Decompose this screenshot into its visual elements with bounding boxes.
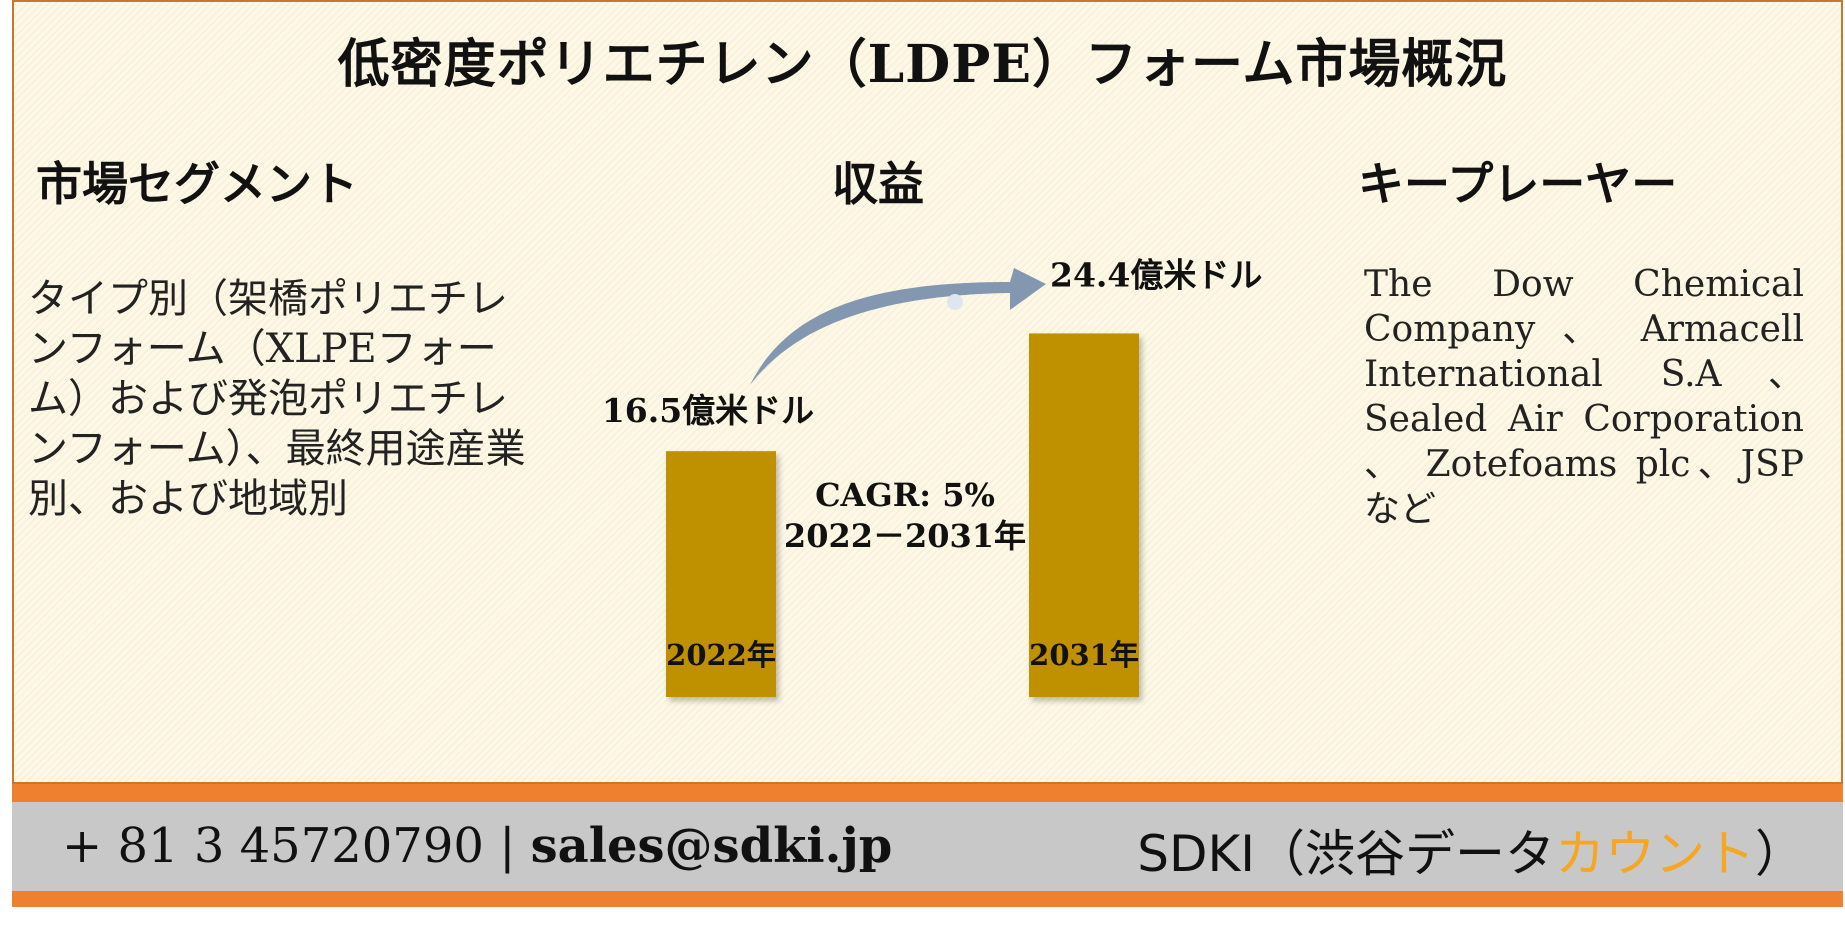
bar-1 [1029,333,1139,697]
overview-panel [12,0,1843,784]
value-label-1: 24.4億米ドル [1050,255,1262,294]
footer-band-top [12,784,1843,802]
growth-arrow [750,268,1046,385]
company-name-suffix: ） [1755,825,1805,883]
company-name-accent: カウント [1555,825,1755,883]
revenue-heading: 収益 [832,157,924,211]
players-heading: キープレーヤー [1358,157,1678,211]
footer-band-bottom [12,891,1843,907]
cagr-annotation-1: 2022－2031年 [784,517,1026,555]
bar-category-label-1: 2031年 [1029,638,1139,672]
arrow-highlight-dot [947,294,963,310]
cagr-annotation-0: CAGR: 5% [815,476,995,514]
company-name-prefix: SDKI（渋谷データ [1137,825,1555,883]
footer-bar [12,802,1843,891]
email-link[interactable]: sales@sdki.jp [530,818,893,874]
page-title: 低密度ポリエチレン（LDPE）フォーム市場概況 [337,34,1508,95]
bar-category-label-0: 2022年 [666,638,776,672]
phone-number[interactable]: + 81 3 45720790 [62,818,484,874]
key-players-list: The Dow Chemical Company 、 Armacell Inte… [1364,264,1804,530]
company-name: SDKI（渋谷データカウント） [1137,814,1805,886]
segments-heading: 市場セグメント [36,157,358,211]
segments-description: タイプ別（架橋ポリエチレンフォーム（XLPEフォーム）および発泡ポリエチレンフォ… [28,276,526,522]
bar-0 [666,451,776,697]
value-label-0: 16.5億米ドル [602,391,814,430]
contact-separator: | [499,818,516,874]
footer-contact: + 81 3 45720790 | sales@sdki.jp [62,818,892,874]
